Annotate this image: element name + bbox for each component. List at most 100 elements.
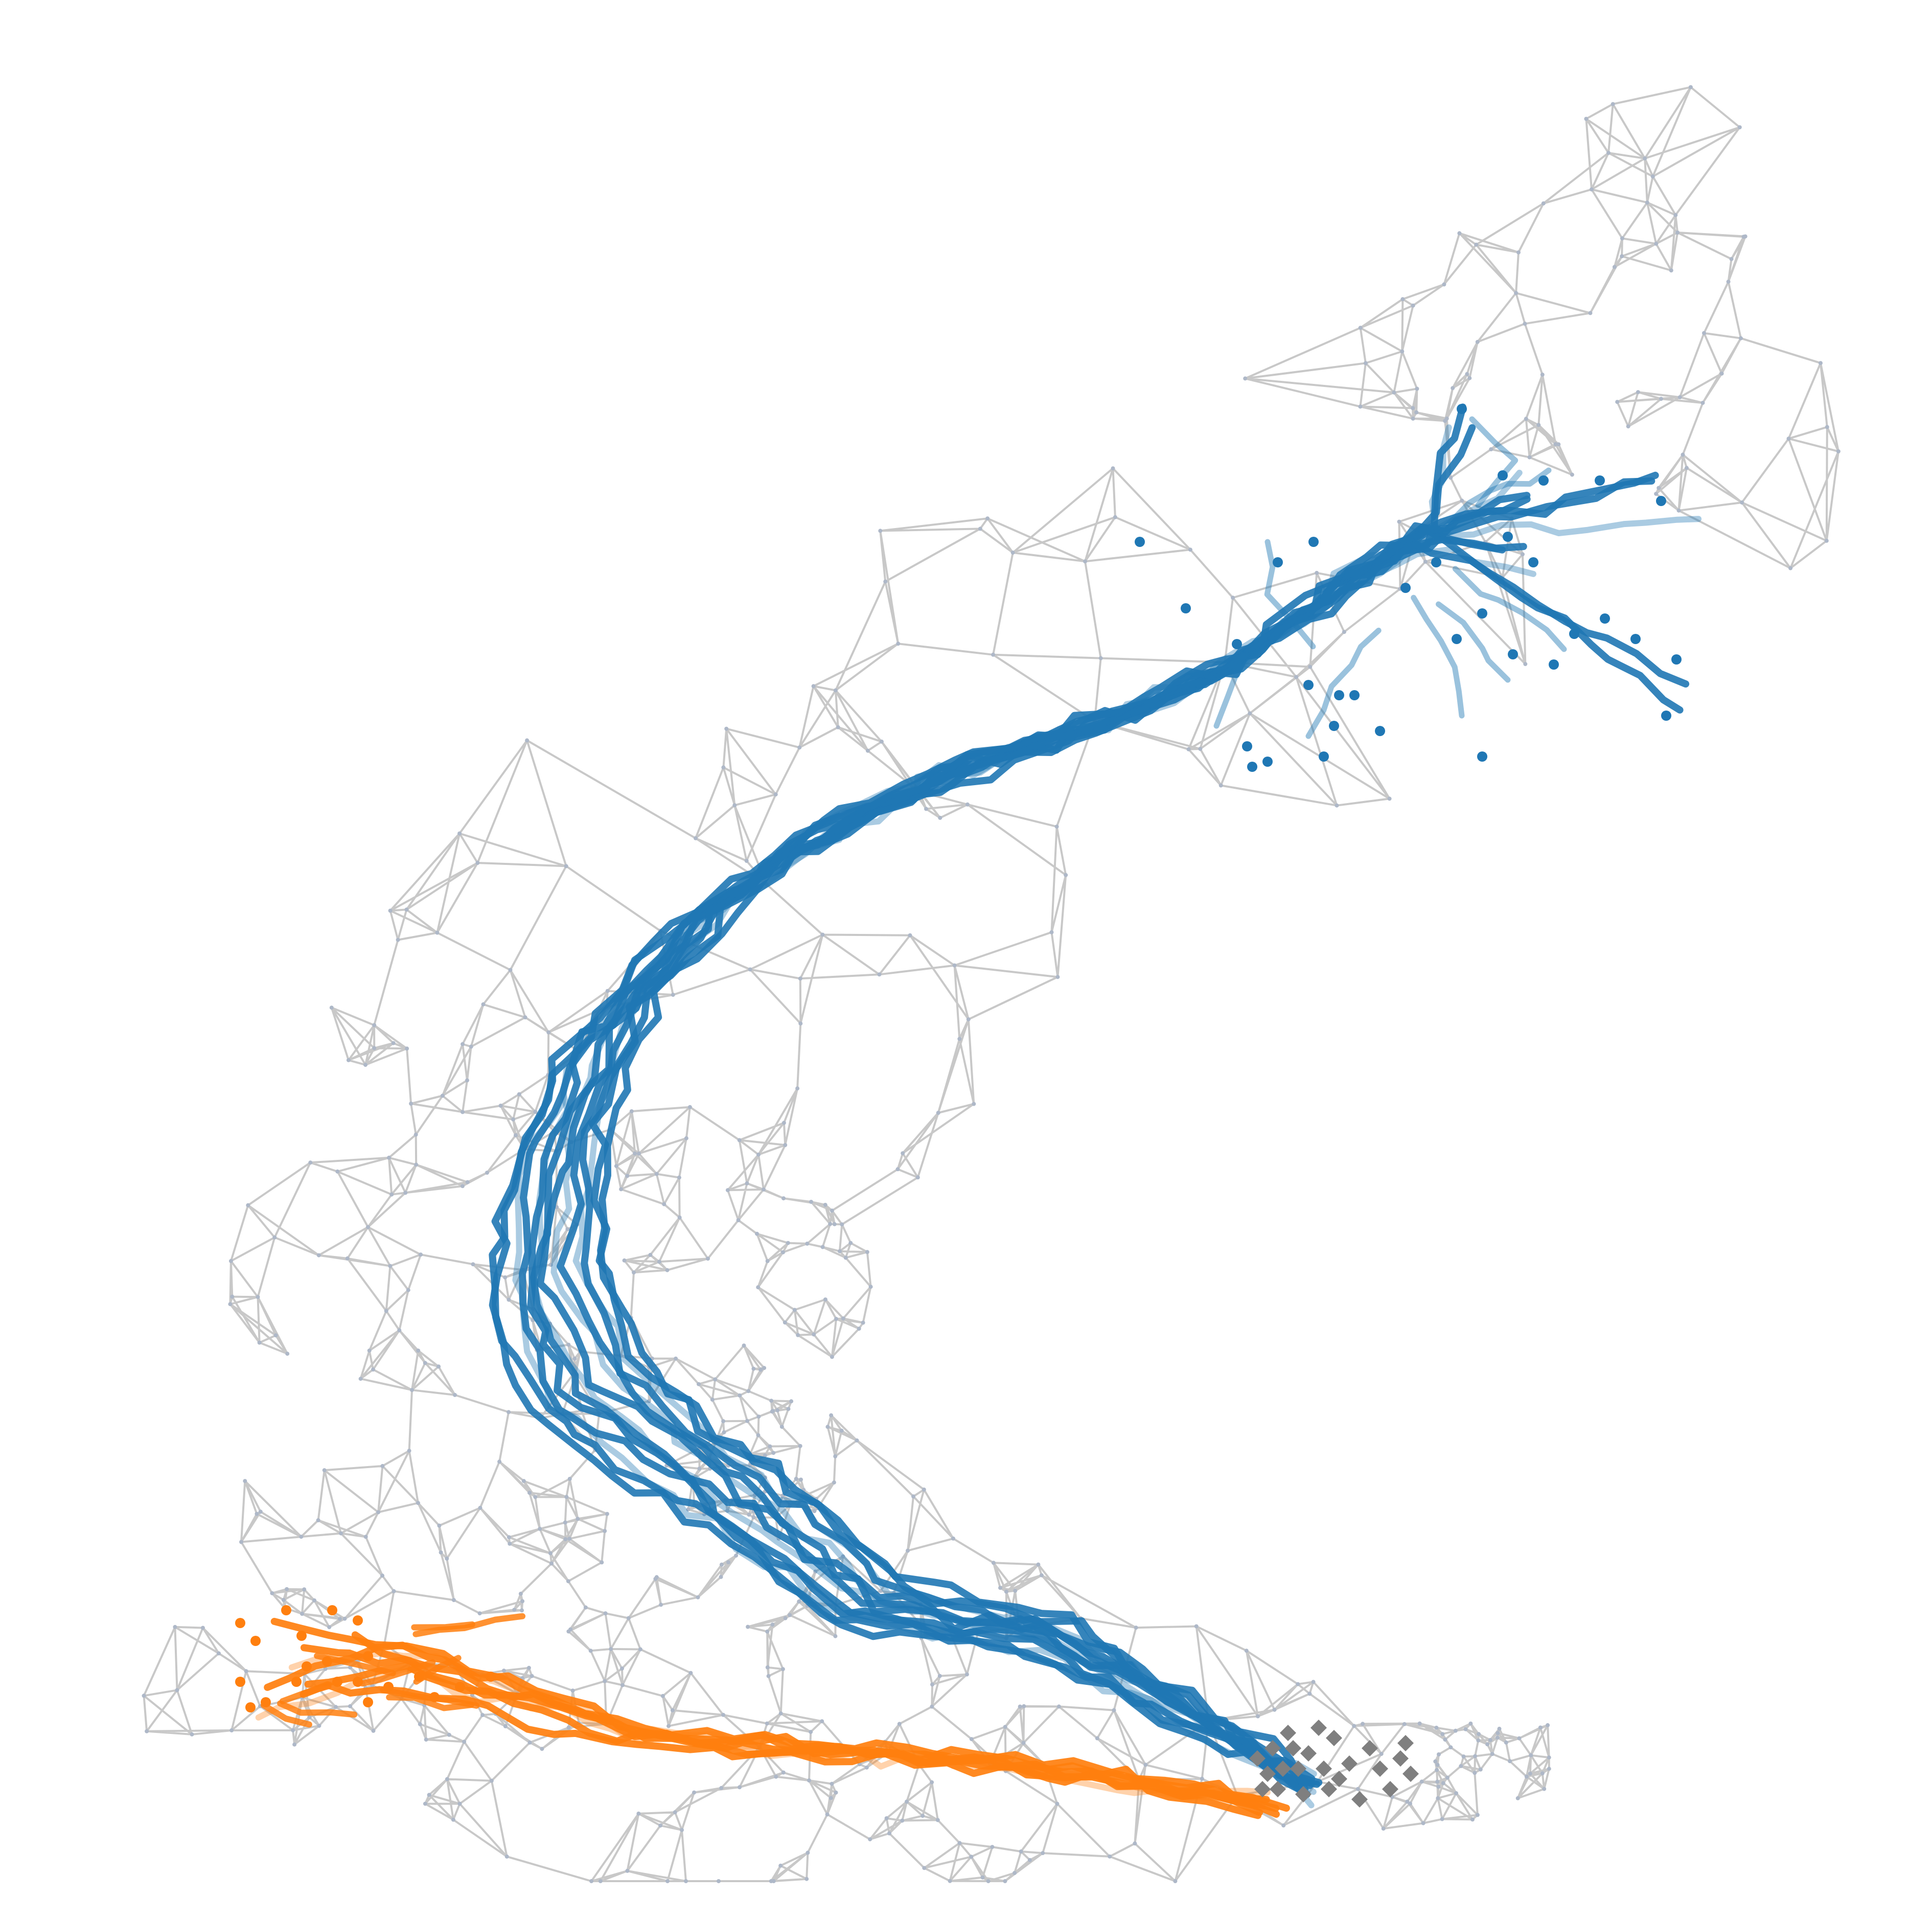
graph-node bbox=[841, 1554, 845, 1559]
graph-node bbox=[363, 1063, 367, 1067]
graph-node bbox=[1570, 472, 1574, 477]
graph-node bbox=[832, 1222, 837, 1226]
graph-node bbox=[173, 1625, 177, 1629]
branch-b-endpoint bbox=[332, 1677, 342, 1687]
graph-node bbox=[1411, 303, 1415, 308]
graph-node bbox=[478, 1505, 482, 1510]
branch-a-endpoint bbox=[1508, 649, 1518, 659]
graph-node bbox=[1445, 1775, 1450, 1780]
graph-node bbox=[1657, 486, 1661, 490]
graph-node bbox=[1453, 1728, 1458, 1733]
graph-node bbox=[338, 1617, 342, 1621]
graph-node bbox=[1547, 1755, 1551, 1760]
graph-node bbox=[1397, 519, 1401, 524]
graph-node bbox=[1434, 1725, 1439, 1730]
graph-node bbox=[407, 1449, 411, 1453]
graph-node bbox=[1055, 975, 1060, 979]
graph-node bbox=[1083, 559, 1087, 564]
graph-node bbox=[751, 1515, 756, 1520]
root-cell-marker bbox=[1392, 1750, 1409, 1767]
graph-node bbox=[299, 1535, 304, 1539]
branch-b-endpoints bbox=[235, 1605, 496, 1712]
graph-node bbox=[922, 1488, 926, 1492]
graph-node bbox=[773, 792, 778, 797]
graph-node bbox=[1457, 231, 1462, 236]
branch-a-endpoint bbox=[1344, 567, 1354, 578]
graph-node bbox=[1477, 1732, 1481, 1736]
graph-node bbox=[1437, 1752, 1441, 1756]
graph-node bbox=[792, 1308, 797, 1312]
graph-node bbox=[879, 1589, 883, 1593]
graph-node bbox=[461, 1042, 465, 1046]
graph-node bbox=[576, 1517, 580, 1521]
graph-node bbox=[1112, 1708, 1116, 1712]
branch-a-endpoint bbox=[1569, 629, 1579, 639]
root-cell-marker bbox=[1295, 1786, 1312, 1802]
graph-node bbox=[807, 1778, 811, 1782]
branch-b-endpoint bbox=[414, 1672, 424, 1682]
root-cell-marker bbox=[1290, 1761, 1306, 1777]
graph-node bbox=[1540, 372, 1545, 377]
graph-node bbox=[738, 1393, 742, 1398]
graph-node bbox=[737, 1138, 742, 1142]
graph-node bbox=[605, 989, 610, 993]
root-cell-marker bbox=[1402, 1766, 1419, 1782]
graph-node bbox=[864, 1765, 869, 1770]
graph-node bbox=[418, 1722, 422, 1726]
root-cell-marker bbox=[1259, 1766, 1276, 1782]
graph-node bbox=[567, 1477, 572, 1481]
graph-node bbox=[1542, 1787, 1547, 1791]
branch-b-endpoint bbox=[281, 1605, 291, 1615]
graph-node bbox=[142, 1694, 146, 1698]
graph-node bbox=[966, 1017, 971, 1022]
graph-node bbox=[1825, 425, 1829, 429]
graph-node bbox=[948, 1879, 952, 1883]
graph-node bbox=[935, 1818, 940, 1822]
graph-node bbox=[564, 864, 568, 868]
graph-node bbox=[969, 1855, 974, 1859]
graph-node bbox=[758, 1367, 763, 1372]
graph-node bbox=[839, 1428, 844, 1433]
graph-node bbox=[1436, 1785, 1441, 1789]
graph-node bbox=[346, 1058, 351, 1062]
graph-node bbox=[258, 1510, 263, 1514]
graph-node bbox=[1342, 630, 1346, 634]
graph-node bbox=[710, 1398, 715, 1402]
graph-node bbox=[884, 1816, 889, 1820]
graph-node bbox=[625, 1868, 630, 1873]
graph-node bbox=[619, 1187, 624, 1192]
graph-node bbox=[538, 1526, 542, 1531]
branch-a-endpoint bbox=[1273, 557, 1283, 567]
graph-node bbox=[526, 1665, 531, 1670]
graph-node bbox=[190, 1732, 194, 1736]
graph-node bbox=[722, 1430, 726, 1434]
graph-node bbox=[217, 1651, 221, 1656]
root-cell-marker bbox=[1275, 1761, 1291, 1777]
graph-node bbox=[525, 738, 530, 743]
branch-a-endpoint bbox=[1329, 721, 1339, 731]
graph-node bbox=[1673, 213, 1678, 217]
graph-node bbox=[406, 1288, 410, 1292]
graph-node bbox=[291, 1728, 295, 1732]
graph-node bbox=[329, 1005, 334, 1010]
graph-node bbox=[985, 516, 990, 521]
graph-node bbox=[229, 1728, 234, 1732]
graph-node bbox=[1358, 404, 1363, 409]
branch-a-spur bbox=[1305, 627, 1382, 739]
graph-node bbox=[719, 1562, 724, 1567]
graph-node bbox=[781, 1196, 786, 1201]
graph-node bbox=[1490, 1752, 1494, 1756]
graph-node bbox=[762, 1187, 766, 1192]
graph-node bbox=[653, 1576, 658, 1581]
graph-node bbox=[755, 1231, 759, 1236]
graph-node bbox=[786, 1407, 791, 1411]
graph-node bbox=[798, 1021, 803, 1026]
graph-node bbox=[389, 1192, 394, 1197]
graph-node bbox=[1379, 1752, 1384, 1756]
graph-node bbox=[1729, 257, 1734, 261]
graph-node bbox=[828, 1222, 833, 1226]
branch-b-endpoint bbox=[353, 1615, 363, 1626]
graph-node bbox=[1700, 401, 1705, 405]
graph-node bbox=[721, 765, 726, 770]
root-cell-marker bbox=[1362, 1740, 1378, 1756]
